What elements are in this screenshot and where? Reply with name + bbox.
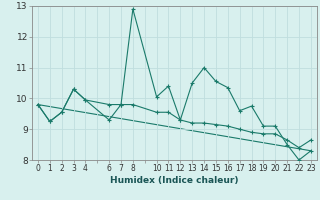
X-axis label: Humidex (Indice chaleur): Humidex (Indice chaleur) xyxy=(110,176,239,185)
